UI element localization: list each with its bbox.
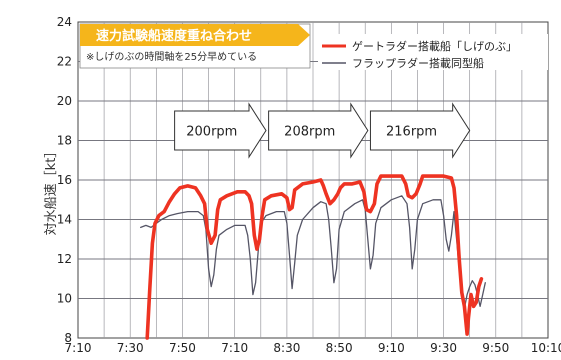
rpm-arrow <box>174 102 267 159</box>
x-tick-label: 8:30 <box>273 341 300 355</box>
x-tick-label: 7:50 <box>169 341 196 355</box>
y-tick-label: 14 <box>57 213 72 227</box>
title-banner <box>80 24 310 46</box>
rpm-label: 216rpm <box>386 125 437 140</box>
y-tick-label: 12 <box>57 252 72 266</box>
rpm-annotations: 200rpm 208rpm 216rpm <box>174 102 471 159</box>
rpm-label: 200rpm <box>186 125 237 140</box>
x-tick-label: 7:10 <box>65 341 92 355</box>
rpm-arrow <box>268 102 369 159</box>
x-tick-label: 7:30 <box>117 341 144 355</box>
x-tick-label: 8:50 <box>326 341 353 355</box>
legend: ゲートラダー搭載船「しげのぶ」フラップラダー搭載同型船 <box>318 34 548 70</box>
grid <box>77 21 549 339</box>
x-tick-label: 9:50 <box>482 341 509 355</box>
chart-title: 速力試験船速度重ね合わせ <box>96 28 252 44</box>
x-tick-label: 10:10 <box>531 341 561 355</box>
y-axis: 8 10 12 14 16 18 20 22 24 <box>57 15 72 345</box>
y-tick-label: 22 <box>57 55 72 69</box>
y-tick-label: 18 <box>57 134 72 148</box>
legend-box <box>318 34 548 70</box>
legend-label: フラップラダー搭載同型船 <box>352 56 484 70</box>
x-tick-label: 9:30 <box>430 341 457 355</box>
x-tick-label: 9:10 <box>378 341 405 355</box>
y-tick-label: 24 <box>57 15 72 29</box>
chart-subtitle: ※しげのぶの時間軸を25分早めている <box>86 50 257 63</box>
legend-label: ゲートラダー搭載船「しげのぶ」 <box>352 39 517 53</box>
y-tick-label: 10 <box>57 292 72 306</box>
rpm-arrow <box>369 102 471 159</box>
y-tick-label: 16 <box>57 173 72 187</box>
rpm-label: 208rpm <box>284 125 335 140</box>
series-lines <box>140 174 486 340</box>
title-box: 速力試験船速度重ね合わせ ※しげのぶの時間軸を25分早めている <box>79 23 311 69</box>
y-axis-label: 対水船速［kt］ <box>43 144 59 236</box>
x-tick-label: 7:10 <box>221 341 248 355</box>
y-tick-label: 8 <box>64 331 72 345</box>
x-axis: 7:10 7:30 7:50 7:10 8:30 8:50 9:10 9:30 9:50 10:1… <box>65 341 561 355</box>
series-flap-rudder-line <box>140 195 486 310</box>
series-gate-rudder-line <box>145 174 484 340</box>
y-tick-label: 20 <box>57 94 72 108</box>
